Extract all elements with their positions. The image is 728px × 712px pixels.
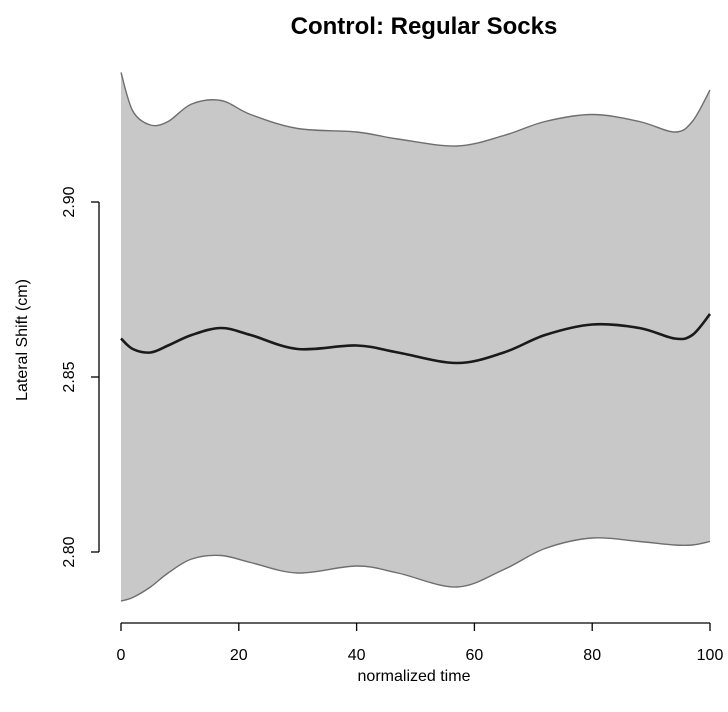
y-axis-label: Lateral Shift (cm) <box>14 279 31 401</box>
x-tick-label: 0 <box>117 647 126 664</box>
y-tick-label: 2.85 <box>61 361 78 392</box>
y-tick-label: 2.90 <box>61 186 78 217</box>
upper-band-line <box>120 72 711 147</box>
x-tick-label: 80 <box>583 647 601 664</box>
chart-title: Control: Regular Socks <box>291 13 558 40</box>
y-tick-label: 2.80 <box>61 536 78 567</box>
x-axis-label: normalized time <box>358 668 471 685</box>
plot-area <box>120 72 712 602</box>
x-tick-label: 40 <box>348 647 366 664</box>
x-tick-label: 100 <box>697 647 724 664</box>
x-axis-ticks: 0 20 40 60 80 100 <box>117 623 724 664</box>
mean-line <box>120 313 712 365</box>
y-axis-ticks: 2.80 2.85 2.90 <box>61 186 99 568</box>
x-tick-label: 20 <box>230 647 248 664</box>
lower-band-line <box>120 537 711 602</box>
confidence-band <box>121 72 710 601</box>
x-tick-label: 60 <box>466 647 484 664</box>
